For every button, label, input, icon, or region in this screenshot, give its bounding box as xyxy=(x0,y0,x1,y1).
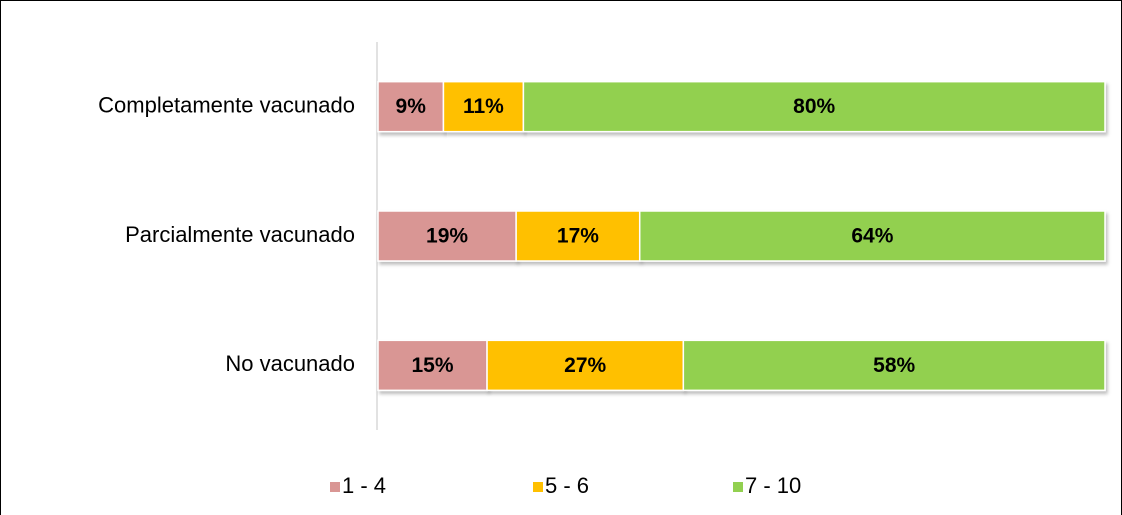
legend-label: 7 - 10 xyxy=(745,473,801,498)
bar-segment xyxy=(377,80,445,133)
legend-swatch xyxy=(330,482,340,492)
bar-segment xyxy=(682,339,1106,392)
bar-segment xyxy=(522,80,1106,133)
data-label: 9% xyxy=(396,95,427,118)
bar-segment xyxy=(638,210,1106,262)
data-label: 17% xyxy=(557,225,599,248)
bar-segment xyxy=(442,80,525,133)
category-label: Parcialmente vacunado xyxy=(125,222,355,247)
legend-swatch xyxy=(733,482,743,492)
data-label: 19% xyxy=(426,225,468,248)
bar-segment xyxy=(515,210,641,262)
bar-segment xyxy=(377,339,488,392)
data-label: 27% xyxy=(564,354,606,377)
legend-label: 5 - 6 xyxy=(545,473,589,498)
data-label: 11% xyxy=(463,95,504,118)
data-label: 15% xyxy=(412,354,454,377)
data-label: 80% xyxy=(793,95,835,118)
category-label: No vacunado xyxy=(225,351,355,376)
category-label: Completamente vacunado xyxy=(98,92,355,117)
legend-swatch xyxy=(533,482,543,492)
data-label: 64% xyxy=(851,225,893,248)
legend-label: 1 - 4 xyxy=(342,473,386,498)
data-label: 58% xyxy=(873,354,915,377)
